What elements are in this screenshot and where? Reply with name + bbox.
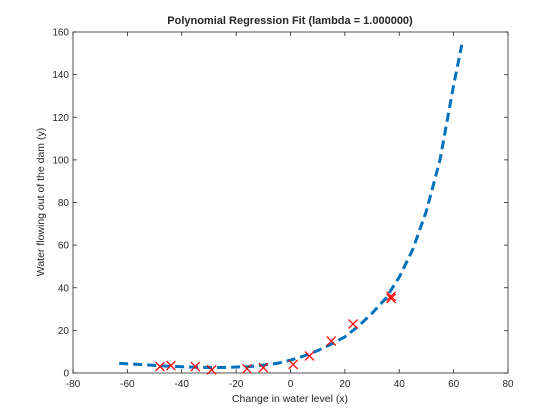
data-point-stroke bbox=[386, 293, 397, 304]
data-point bbox=[326, 336, 337, 346]
data-point-stroke bbox=[206, 364, 217, 375]
data-point bbox=[155, 361, 165, 372]
data-point bbox=[386, 293, 397, 304]
x-tick-label: 40 bbox=[394, 379, 406, 390]
plot-area: -80 -60 -40 -20 0 20 40 60 80 0 20 40 60 80 100 120 140 1… bbox=[52, 28, 514, 391]
x-tick-label: 0 bbox=[288, 379, 294, 390]
x-axis-label: Change in water level (x) bbox=[232, 393, 348, 405]
data-point-stroke bbox=[190, 361, 201, 372]
y-tick-label: 40 bbox=[58, 283, 70, 294]
y-tick-label: 20 bbox=[58, 326, 70, 337]
y-tick-label: 160 bbox=[52, 28, 69, 39]
data-point bbox=[190, 361, 201, 372]
data-point bbox=[165, 360, 176, 371]
x-tick-label: 20 bbox=[339, 379, 351, 390]
y-tick-label: 0 bbox=[63, 369, 69, 380]
y-tick-label: 80 bbox=[58, 198, 70, 209]
data-point bbox=[258, 362, 269, 373]
data-point-stroke bbox=[288, 359, 299, 370]
data-point bbox=[206, 364, 217, 375]
data-point-stroke bbox=[348, 319, 358, 329]
x-tick-label: 80 bbox=[502, 379, 514, 390]
data-point bbox=[304, 351, 315, 361]
data-point-stroke bbox=[258, 362, 269, 373]
y-tick-label: 60 bbox=[58, 241, 70, 252]
x-tick-label: -40 bbox=[175, 379, 190, 390]
data-point-stroke bbox=[386, 291, 397, 302]
data-point bbox=[242, 363, 252, 374]
x-tick-label: -80 bbox=[66, 379, 81, 390]
x-tick-label: -60 bbox=[120, 379, 135, 390]
y-tick-label: 140 bbox=[52, 70, 69, 81]
data-point bbox=[386, 291, 397, 302]
data-point-stroke bbox=[304, 351, 315, 361]
data-point-stroke bbox=[242, 363, 252, 374]
data-point bbox=[288, 359, 299, 370]
x-tick-label: -20 bbox=[229, 379, 244, 390]
data-point-stroke bbox=[326, 336, 337, 346]
y-axis-label: Water flowing out of the dam (y) bbox=[35, 128, 47, 276]
data-point-stroke bbox=[165, 360, 176, 371]
y-tick-label: 100 bbox=[52, 155, 69, 166]
chart-title: Polynomial Regression Fit (lambda = 1.00… bbox=[167, 15, 413, 27]
data-point-stroke bbox=[155, 361, 165, 372]
y-tick-label: 120 bbox=[52, 113, 69, 124]
x-tick-label: 60 bbox=[448, 379, 460, 390]
data-point bbox=[348, 319, 358, 329]
